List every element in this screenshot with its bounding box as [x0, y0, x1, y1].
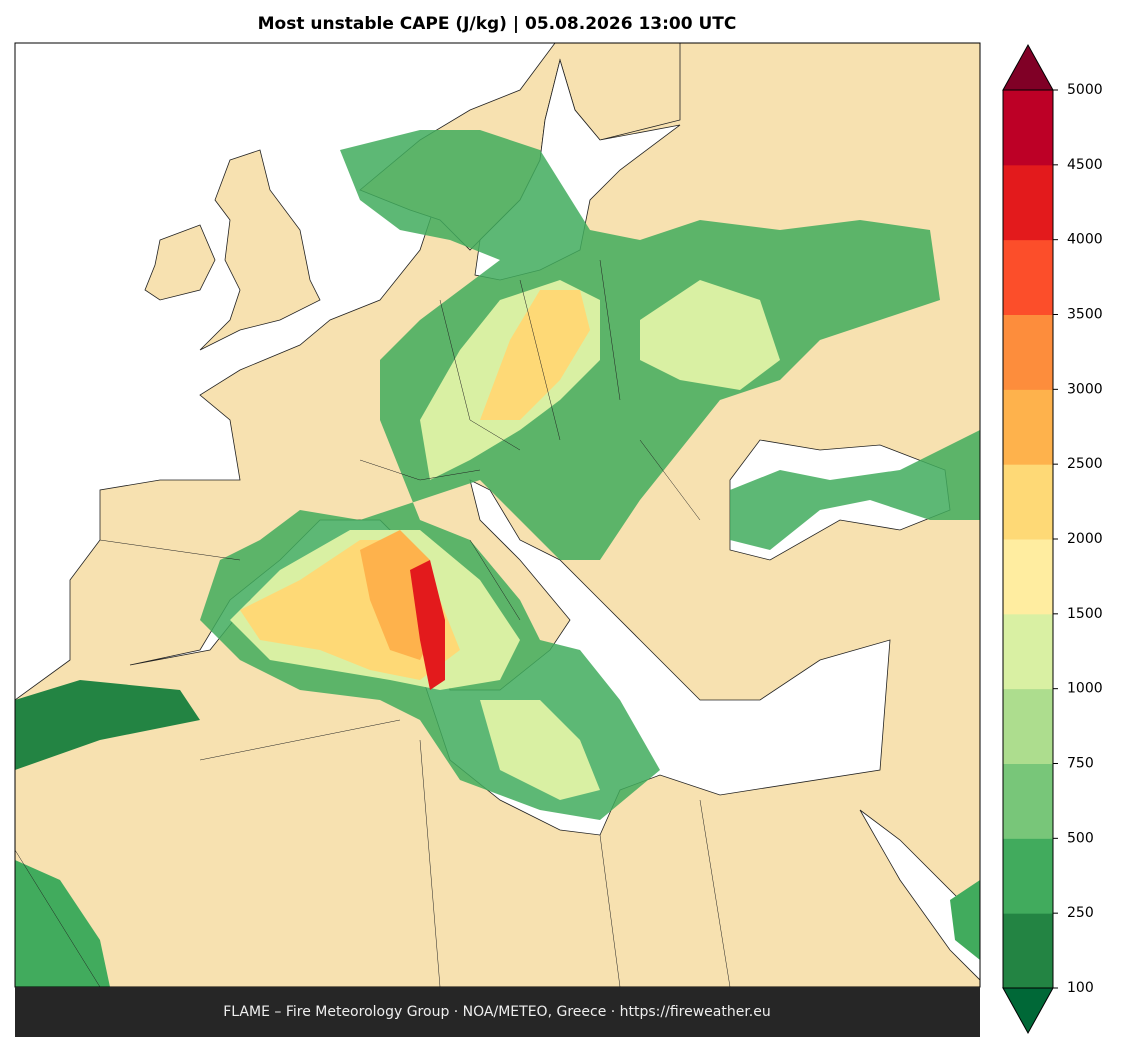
borders: [15, 259, 731, 987]
colorbar-tick-label: 250: [1067, 905, 1094, 921]
colorbar: 100 250 500 750 1000 1500 2000 2500 3000 3500 4000…: [1002, 43, 1103, 1035]
colorbar-tick-label: 1000: [1067, 681, 1103, 697]
great-britain: [199, 149, 321, 351]
colorbar-bin: [1003, 464, 1053, 540]
map: FLAME – Fire Meteorology Group · NOA/MET…: [14, 42, 981, 1037]
colorbar-tick-label: 4000: [1067, 232, 1103, 248]
colorbar-bin: [1003, 389, 1053, 465]
colorbar-tick-label: 5000: [1067, 82, 1103, 98]
colorbar-bin: [1003, 314, 1053, 390]
colorbar-tick-label: 3500: [1067, 307, 1103, 323]
colorbar-bin: [1003, 838, 1053, 914]
caspian-red-sea: [859, 809, 980, 981]
ireland: [144, 224, 216, 301]
colorbar-tick-label: 3000: [1067, 381, 1103, 397]
colorbar-bin: [1003, 90, 1053, 166]
colorbar-bin: [1003, 164, 1053, 241]
colorbar-tick-label: 100: [1067, 980, 1094, 996]
colorbar-bin: [1003, 539, 1053, 615]
colorbar-tick-label: 4500: [1067, 157, 1103, 173]
colorbar-tick-label: 2500: [1067, 456, 1103, 472]
colorbar-bin: [1003, 913, 1053, 989]
map-title: Most unstable CAPE (J/kg) | 05.08.2026 1…: [258, 14, 737, 34]
colorbar-tick-label: 1500: [1067, 606, 1103, 622]
colorbar-bin: [1003, 688, 1053, 764]
colorbar-bin: [1003, 763, 1053, 839]
colorbar-tick-label: 750: [1067, 756, 1094, 772]
colorbar-tick-label: 500: [1067, 830, 1094, 846]
cape-field: [15, 130, 980, 987]
footer-bar: [15, 987, 980, 1037]
footer: FLAME – Fire Meteorology Group · NOA/MET…: [223, 1004, 771, 1020]
colorbar-bin: [1003, 239, 1053, 315]
colorbar-tick-label: 2000: [1067, 531, 1103, 547]
colorbar-bin: [1003, 613, 1053, 690]
